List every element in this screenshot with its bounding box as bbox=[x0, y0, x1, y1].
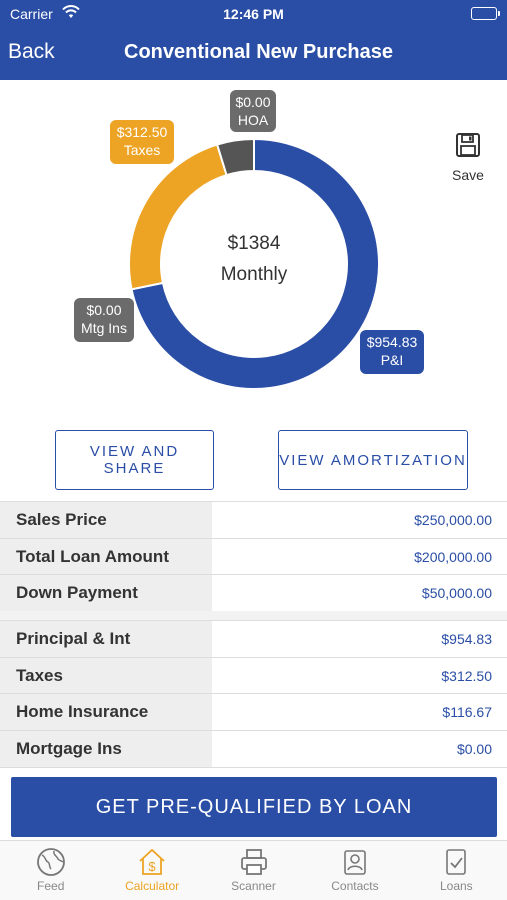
mtg-ins-value: $0.00 bbox=[86, 302, 122, 318]
loan-summary-table: Sales Price $250,000.00 Total Loan Amoun… bbox=[0, 501, 507, 613]
tab-contacts[interactable]: Contacts bbox=[304, 841, 405, 900]
row-label: Taxes bbox=[0, 657, 212, 694]
tab-calculator[interactable]: $ Calculator bbox=[101, 841, 202, 900]
tab-feed[interactable]: Feed bbox=[0, 841, 101, 900]
printer-icon bbox=[240, 849, 267, 875]
table-row: Taxes $312.50 bbox=[0, 657, 507, 695]
tab-label: Scanner bbox=[231, 879, 276, 893]
tab-label: Contacts bbox=[331, 879, 379, 893]
row-value[interactable]: $0.00 bbox=[456, 740, 492, 757]
row-label: Mortgage Ins bbox=[0, 731, 212, 767]
table-row: Home Insurance $116.67 bbox=[0, 694, 507, 732]
slice-mtg-ins bbox=[215, 137, 255, 177]
view-and-share-button[interactable]: VIEW AND SHARE bbox=[55, 430, 214, 490]
row-value[interactable]: $312.50 bbox=[441, 667, 492, 684]
tab-label: Feed bbox=[37, 879, 65, 893]
row-label: Sales Price bbox=[0, 502, 212, 538]
clock: 12:46 PM bbox=[223, 6, 284, 22]
back-button[interactable]: Back bbox=[8, 40, 55, 63]
tab-label: Calculator bbox=[125, 879, 180, 893]
pi-callout: $954.83 P&I bbox=[360, 330, 424, 374]
document-check-icon bbox=[446, 849, 467, 875]
tab-loans[interactable]: Loans bbox=[406, 841, 507, 900]
table-row: Down Payment $50,000.00 bbox=[0, 575, 507, 613]
table-row: Sales Price $250,000.00 bbox=[0, 502, 507, 539]
mtg-ins-callout: $0.00 Mtg Ins bbox=[74, 298, 134, 342]
status-bar: Carrier 12:46 PM bbox=[0, 0, 507, 28]
row-label: Principal & Int bbox=[0, 621, 212, 657]
donut-chart bbox=[128, 137, 380, 390]
slice-pi bbox=[130, 137, 380, 390]
tab-scanner[interactable]: Scanner bbox=[203, 841, 304, 900]
table-row: Principal & Int $954.83 bbox=[0, 621, 507, 658]
row-value[interactable]: $200,000.00 bbox=[414, 548, 492, 565]
pi-value: $954.83 bbox=[366, 334, 418, 350]
wifi-icon bbox=[62, 4, 80, 23]
row-value[interactable]: $116.67 bbox=[442, 704, 492, 721]
floppy-disk-icon bbox=[456, 133, 480, 157]
row-label: Home Insurance bbox=[0, 694, 212, 731]
nav-bar: Back Conventional New Purchase bbox=[0, 28, 507, 80]
globe-icon bbox=[36, 848, 65, 876]
hoa-value: $0.00 bbox=[235, 94, 271, 110]
taxes-value: $312.50 bbox=[116, 124, 168, 140]
get-pre-qualified-button[interactable]: GET PRE-QUALIFIED BY LOAN bbox=[11, 777, 497, 837]
page-title: Conventional New Purchase bbox=[124, 41, 393, 63]
chart-center-amount: $1384 bbox=[227, 233, 281, 254]
row-value[interactable]: $954.83 bbox=[441, 630, 492, 647]
mtg-ins-label: Mtg Ins bbox=[81, 320, 127, 336]
carrier-label: Carrier bbox=[10, 6, 53, 22]
payment-chart: $1384 Monthly $0.00 HOA $312.50 Taxes $0… bbox=[0, 80, 507, 410]
taxes-label: Taxes bbox=[123, 142, 161, 158]
contacts-icon bbox=[344, 850, 366, 875]
battery-icon bbox=[471, 7, 500, 20]
section-divider bbox=[0, 611, 507, 620]
pi-label: P&I bbox=[380, 352, 404, 368]
row-value[interactable]: $50,000.00 bbox=[421, 585, 492, 602]
tab-bar: Feed $ Calculator Scanner Contacts Loans bbox=[0, 840, 507, 900]
house-dollar-icon: $ bbox=[139, 848, 165, 875]
row-label: Down Payment bbox=[0, 575, 212, 612]
save-label: Save bbox=[452, 167, 484, 183]
chart-center-label: Monthly bbox=[220, 264, 288, 285]
table-row: Mortgage Ins $0.00 bbox=[0, 731, 507, 768]
view-amortization-button[interactable]: VIEW AMORTIZATION bbox=[278, 430, 468, 490]
table-row: Total Loan Amount $200,000.00 bbox=[0, 538, 507, 576]
taxes-callout: $312.50 Taxes bbox=[110, 120, 174, 164]
save-button[interactable]: Save bbox=[448, 132, 488, 183]
hoa-callout: $0.00 HOA bbox=[230, 90, 276, 132]
row-value[interactable]: $250,000.00 bbox=[414, 511, 492, 528]
svg-text:$: $ bbox=[148, 859, 156, 874]
hoa-label: HOA bbox=[237, 112, 269, 128]
tab-label: Loans bbox=[439, 879, 473, 893]
payment-breakdown-table: Principal & Int $954.83 Taxes $312.50 Ho… bbox=[0, 620, 507, 768]
row-label: Total Loan Amount bbox=[0, 538, 212, 575]
